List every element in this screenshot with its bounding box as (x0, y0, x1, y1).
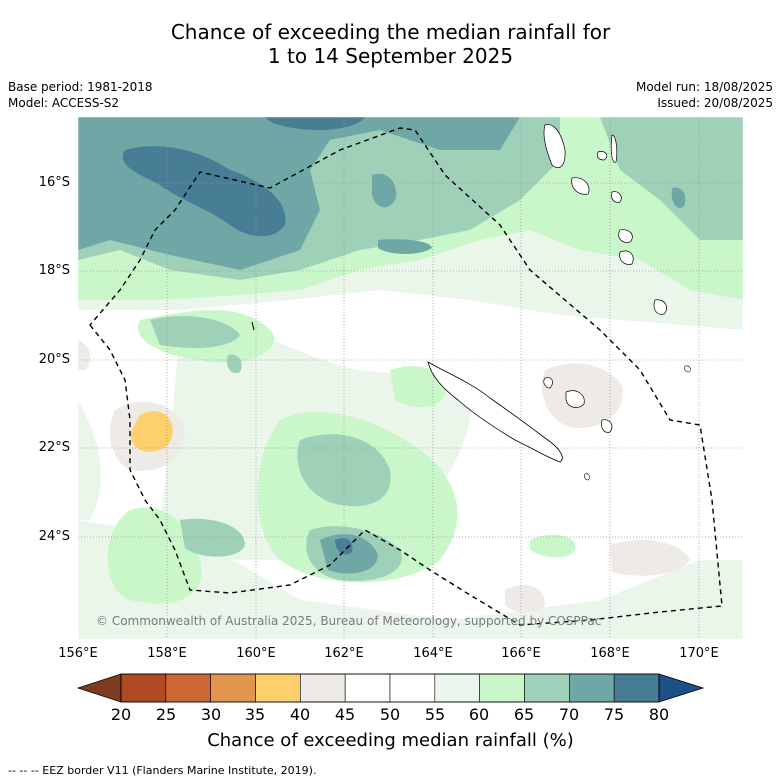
colorbar-cell-40-45 (300, 673, 346, 703)
colorbar-label-65: 65 (513, 705, 535, 724)
lon-label-160e: 160°E (236, 646, 276, 661)
lat-label-22s: 22°S (38, 440, 70, 455)
colorbar-cell-45-50 (344, 673, 391, 703)
eez-footnote: -- -- -- EEZ border V11 (Flanders Marine… (8, 764, 317, 777)
colorbar-high-extension (658, 673, 705, 703)
colorbar-cell-55-60 (434, 673, 480, 703)
lon-label-162e: 162°E (324, 646, 364, 661)
contour-65-70-center (297, 434, 391, 507)
tanna-island (653, 299, 667, 315)
colorbar-cell-30-35 (210, 673, 256, 703)
contour-65-70-patch-c (226, 354, 242, 374)
ambae-island (596, 151, 608, 161)
colorbar-label-40: 40 (289, 705, 311, 724)
reef-mark (251, 321, 255, 331)
contour-70-75-patch-b (372, 173, 397, 208)
lon-label-168e: 168°E (590, 646, 630, 661)
issued-date: Issued: 20/08/2025 (657, 96, 773, 110)
isle-of-pines (584, 473, 590, 481)
contour-55-60-south (78, 520, 743, 639)
colorbar-cell-20-25 (120, 673, 167, 703)
malekula-island (571, 177, 590, 195)
colorbar-label-70: 70 (558, 705, 580, 724)
contour-40-45-southeast (610, 540, 690, 576)
lifou-island (565, 390, 585, 408)
contour-70-75-patch-c (671, 187, 686, 208)
lat-label-16s: 16°S (38, 175, 70, 190)
aneityum-island (684, 365, 691, 373)
colorbar-low-extension (76, 673, 122, 703)
epi-island (611, 191, 622, 203)
espiritu-santo-island (543, 124, 566, 169)
erromango-island (619, 250, 634, 265)
contour-75-80-b (265, 117, 365, 130)
lon-label-158e: 158°E (147, 646, 187, 661)
new-caledonia-island (427, 361, 563, 463)
eez-border (89, 127, 723, 626)
colorbar-label-35: 35 (244, 705, 266, 724)
base-period: Base period: 1981-2018 (8, 80, 153, 94)
contour-55-60-west (78, 400, 101, 520)
map-frame (77, 116, 744, 640)
chart-title-line1: Chance of exceeding the median rainfall … (170, 20, 611, 44)
contour-65-70-patch-a (150, 315, 240, 348)
lat-label-24s: 24°S (38, 529, 70, 544)
copyright-notice: © Commonwealth of Australia 2025, Bureau… (96, 614, 602, 628)
contour-60-65-southwest (107, 507, 202, 604)
colorbar-label-80: 80 (648, 705, 670, 724)
contour-40-45-south (505, 585, 545, 613)
mare-island (601, 419, 613, 433)
colorbar-title: Chance of exceeding median rainfall (%) (207, 730, 574, 751)
maewo-island (610, 134, 618, 163)
colorbar-label-55: 55 (424, 705, 446, 724)
contour-60-65-patch-b (390, 366, 446, 407)
contour-75-80-a (122, 146, 286, 237)
colorbar-label-25: 25 (155, 705, 177, 724)
colorbar-cells (120, 673, 660, 703)
colorbar-cell-70-75 (569, 673, 615, 703)
colorbar-cell-50-55 (389, 673, 436, 703)
map-contours (78, 117, 743, 639)
contour-70-75-patch-a (378, 239, 432, 254)
contour-65-70-northeast (600, 117, 743, 240)
lon-label-170e: 170°E (679, 646, 719, 661)
lat-label-20s: 20°S (38, 352, 70, 367)
lon-label-166e: 166°E (501, 646, 541, 661)
contour-60-65-patch-c (530, 534, 576, 558)
contour-40-45-edge (78, 340, 91, 370)
contour-65-70-patch-b (180, 518, 245, 557)
colorbar-label-50: 50 (379, 705, 401, 724)
colorbar-label-75: 75 (603, 705, 625, 724)
colorbar-cell-75-80 (613, 673, 660, 703)
contour-35-40 (130, 411, 173, 452)
graticule (78, 117, 743, 639)
lat-label-18s: 18°S (38, 263, 70, 278)
colorbar-frame (120, 673, 660, 703)
lon-label-164e: 164°E (413, 646, 453, 661)
colorbar-label-45: 45 (334, 705, 356, 724)
colorbar-cell-35-40 (255, 673, 301, 703)
model-run: Model run: 18/08/2025 (635, 80, 773, 94)
model-name: Model: ACCESS-S2 (8, 96, 120, 110)
colorbar-label-20: 20 (110, 705, 132, 724)
chart-title-line2: 1 to 14 September 2025 (267, 44, 514, 68)
colorbar-cell-60-65 (479, 673, 525, 703)
efate-island (618, 229, 633, 243)
lon-label-156e: 156°E (58, 646, 98, 661)
colorbar-label-30: 30 (200, 705, 222, 724)
colorbar-cell-65-70 (524, 673, 570, 703)
colorbar (76, 673, 705, 703)
colorbar-label-60: 60 (468, 705, 490, 724)
contour-70-75-south (320, 534, 378, 574)
colorbar-cell-25-30 (165, 673, 211, 703)
ouvea-island (543, 377, 553, 389)
